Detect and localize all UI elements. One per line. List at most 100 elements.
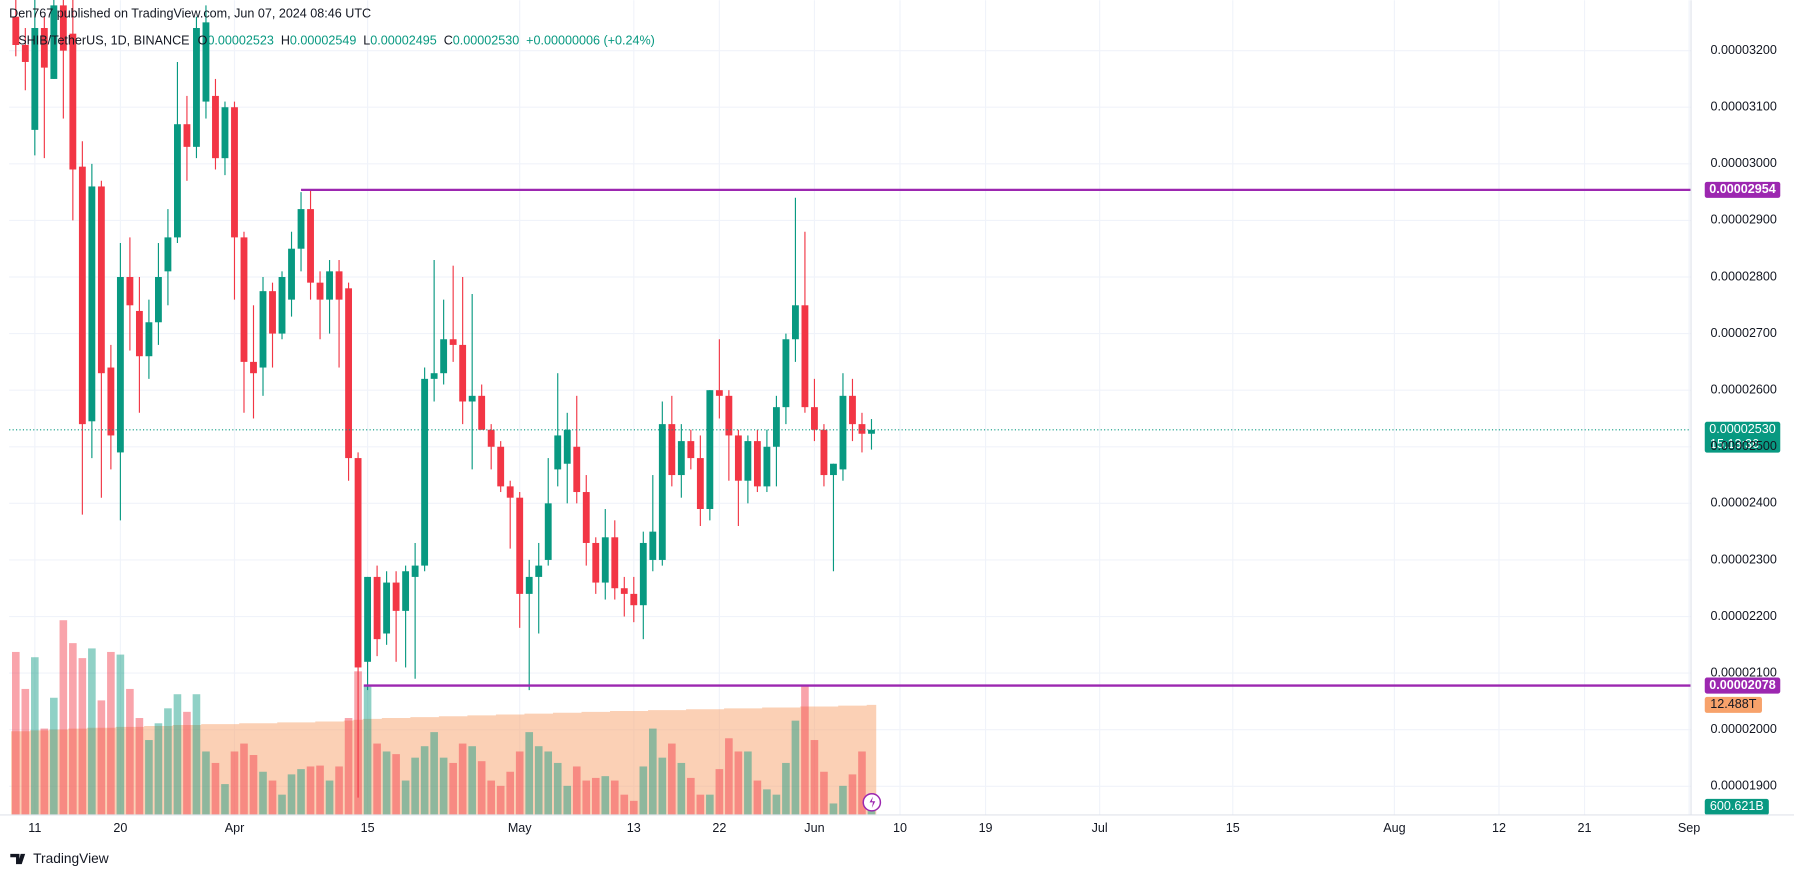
candle-body xyxy=(611,537,619,589)
volume-bar xyxy=(582,780,591,815)
candle-body xyxy=(316,282,324,300)
volume-bar xyxy=(782,762,790,815)
volume-bar xyxy=(183,711,191,815)
volume-bar xyxy=(534,746,543,815)
ohlc-value: 0.00002549 xyxy=(290,34,356,48)
candle-body xyxy=(706,390,714,510)
countdown: 15:13:36 xyxy=(1710,437,1759,451)
volume-bar xyxy=(487,780,495,815)
volume-bar xyxy=(344,718,353,815)
volume-bar xyxy=(725,738,733,815)
candle-body xyxy=(525,576,533,594)
candle-body xyxy=(345,288,352,459)
candle-body xyxy=(478,395,486,430)
candle-body xyxy=(288,248,295,300)
y-tick-label: 0.00003200 xyxy=(1710,43,1776,57)
candle-body xyxy=(668,424,676,476)
candle-body xyxy=(174,124,181,238)
volume-bar xyxy=(525,732,534,815)
x-tick-label: Apr xyxy=(225,821,245,835)
candle-body xyxy=(677,441,685,476)
candle-body xyxy=(193,28,200,147)
candle-body xyxy=(430,373,438,379)
candle-body xyxy=(202,22,210,102)
volume-box xyxy=(1704,798,1769,815)
y-tick-label: 0.00002200 xyxy=(1710,609,1776,623)
candle-body xyxy=(820,429,828,476)
change: +0.00000006 (+0.24%) xyxy=(526,34,655,48)
volume-bar xyxy=(135,718,144,815)
volume-bar xyxy=(230,751,239,815)
x-tick-label: 10 xyxy=(893,821,907,835)
volume-bar xyxy=(439,757,448,815)
x-tick-label: Jun xyxy=(804,821,824,835)
x-tick-label: May xyxy=(508,821,532,835)
candle-body xyxy=(59,5,67,51)
volume-bar xyxy=(496,785,505,815)
volume-bar xyxy=(591,777,600,815)
x-tick-label: 15 xyxy=(1226,821,1240,835)
candle-body xyxy=(21,44,29,62)
candle-body xyxy=(535,565,543,577)
candle-body xyxy=(145,322,153,357)
candle-body xyxy=(50,5,58,79)
candle-body xyxy=(849,395,856,425)
last-price-box xyxy=(1704,421,1781,453)
candle-body xyxy=(772,407,780,447)
candle-body xyxy=(582,492,590,543)
volume-bar xyxy=(401,780,410,815)
x-tick-label: 13 xyxy=(627,821,641,835)
volume-bar xyxy=(31,657,39,815)
candle-body xyxy=(544,503,552,560)
candle-body xyxy=(630,593,638,606)
volume-bar xyxy=(97,700,106,815)
candle-body xyxy=(78,166,86,425)
candle-body xyxy=(40,28,48,68)
volume-label: 600.621B xyxy=(1710,799,1764,813)
volume-bar xyxy=(620,794,629,815)
volume-bar xyxy=(325,780,334,815)
candle-body xyxy=(459,344,467,402)
price-label-box xyxy=(1704,181,1781,198)
volume-bar xyxy=(259,771,267,815)
y-tick-label: 0.00002900 xyxy=(1710,213,1776,227)
volume-bar xyxy=(297,769,305,815)
volume-bar xyxy=(40,728,49,815)
candle-body xyxy=(383,582,391,634)
candle-body xyxy=(183,124,191,147)
candle-body xyxy=(687,441,695,459)
volume-bar xyxy=(116,654,125,815)
candle-body xyxy=(307,209,314,283)
candle-body xyxy=(839,395,847,470)
volume-bar xyxy=(363,685,372,815)
candle-body xyxy=(696,458,704,510)
candle-body xyxy=(212,95,219,159)
volume-bar xyxy=(763,789,771,815)
volume-bar xyxy=(306,766,315,815)
candle-body xyxy=(240,237,248,362)
candle-body xyxy=(639,542,647,606)
x-tick-label: Jul xyxy=(1092,821,1108,835)
candle-body xyxy=(830,463,837,476)
volume-bar xyxy=(839,785,847,815)
candle-body xyxy=(734,435,742,481)
ohlc-label: L xyxy=(363,34,370,48)
candle-body xyxy=(12,16,20,45)
volume-bar xyxy=(753,780,762,815)
candle-body xyxy=(811,407,818,430)
x-tick-label: 15 xyxy=(361,821,375,835)
x-tick-label: 11 xyxy=(28,821,41,835)
volume-bar xyxy=(572,766,581,815)
ohlc-value: 0.00002523 xyxy=(207,34,273,48)
candle-body xyxy=(278,276,286,334)
volume-bar xyxy=(658,757,667,815)
volume-bar xyxy=(249,755,258,815)
replay-icon[interactable] xyxy=(862,793,882,812)
ohlc-value: 0.00002530 xyxy=(453,34,519,48)
symbol: SHIB/TetherUS, 1D, BINANCE xyxy=(18,34,189,48)
volume-bar xyxy=(240,743,248,815)
x-tick-label: Sep xyxy=(1678,821,1700,835)
volume-bar xyxy=(820,771,828,815)
volume-bar xyxy=(744,751,752,815)
